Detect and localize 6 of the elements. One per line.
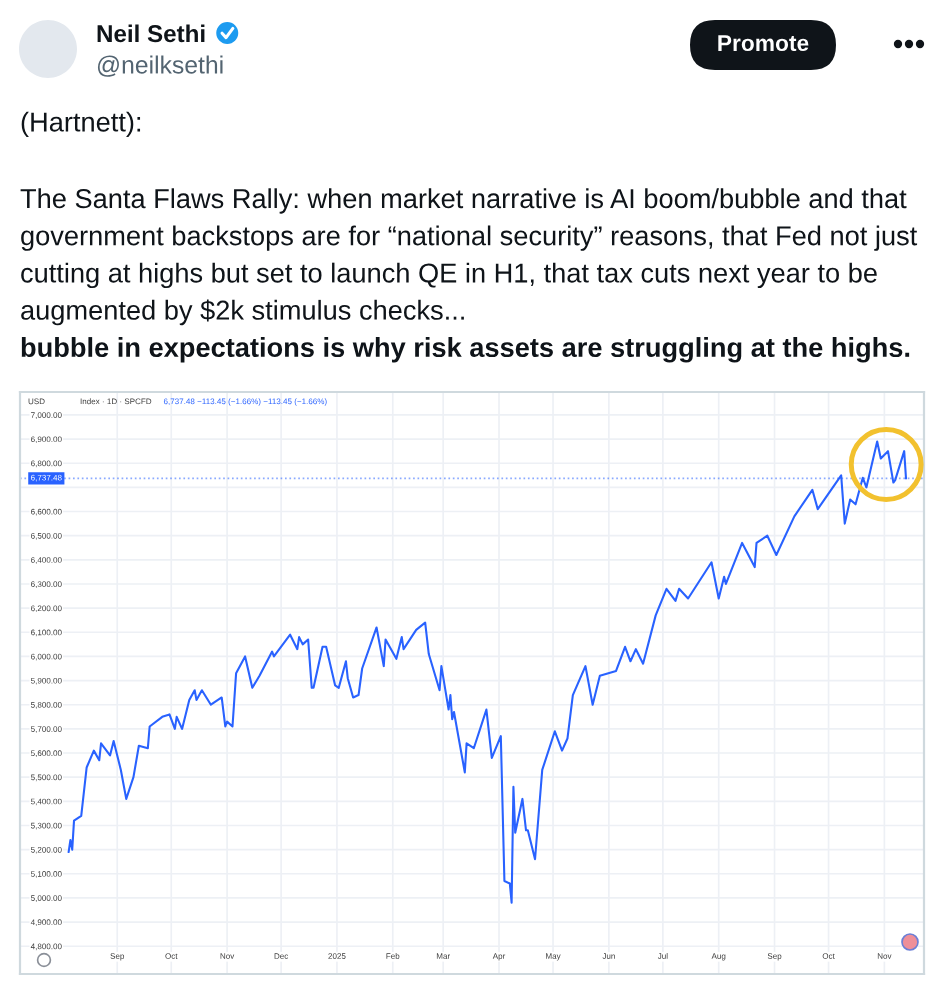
text: Neil Sethi [97,24,205,43]
chart-subtitle: The Santa Flaws Rally: when market narrative is AI boom/bubble and that government backstops are for “national security” reasons, that Fed not just cutting at highs but set to launch QE in H1, that tax cuts next year to be augmented by $2k stimulus checks... [20,188,918,326]
text: bubble in expectations is why risk assets are struggling at the highs. [21,337,910,363]
chart-title: (Hartnett): [21,111,141,138]
text: @neilksethi [97,55,223,77]
text: Promote [718,35,809,52]
